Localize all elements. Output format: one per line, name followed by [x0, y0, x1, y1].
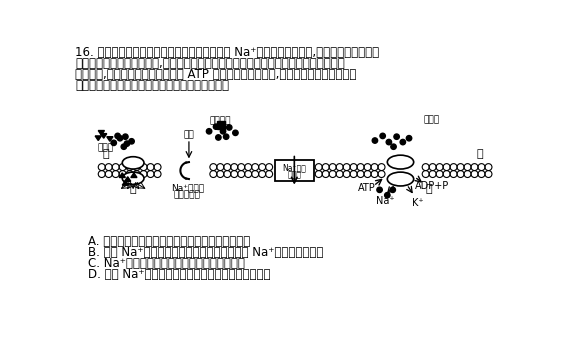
Text: 乙: 乙 [426, 184, 432, 194]
Ellipse shape [122, 157, 144, 169]
Text: 离子泵: 离子泵 [423, 115, 440, 124]
Circle shape [117, 135, 123, 141]
Circle shape [391, 144, 396, 149]
Text: ADP+P: ADP+P [415, 181, 450, 191]
Text: Na⁺驱动的: Na⁺驱动的 [171, 183, 204, 192]
Ellipse shape [387, 172, 414, 186]
Polygon shape [119, 173, 125, 178]
Polygon shape [122, 181, 129, 185]
Circle shape [121, 144, 126, 149]
Circle shape [386, 140, 391, 145]
Text: 度梯度: 度梯度 [287, 170, 301, 179]
Circle shape [394, 134, 399, 140]
Text: 信号分子: 信号分子 [210, 117, 232, 126]
Text: D. 图中 Na⁺由乙侧转运到甲侧的动力均由线粒体提供: D. 图中 Na⁺由乙侧转运到甲侧的动力均由线粒体提供 [88, 268, 271, 281]
Circle shape [390, 187, 395, 192]
Circle shape [124, 141, 130, 146]
Text: ATP: ATP [358, 183, 376, 192]
Text: A. 图示葡萄糖的跨膜运输方式属于继发性主动转运: A. 图示葡萄糖的跨膜运输方式属于继发性主动转运 [88, 235, 250, 248]
Text: 16. 小肠绳毛上皮细胞上广泛存在钓钖离子泵和 Na⁺驱动的葡萄糖载体,两者的工作模式如图: 16. 小肠绳毛上皮细胞上广泛存在钓钖离子泵和 Na⁺驱动的葡萄糖载体,两者的工… [75, 46, 379, 59]
Text: 源于某种离子的跨膜浓度梯度。下列叙述错误的是: 源于某种离子的跨膜浓度梯度。下列叙述错误的是 [75, 79, 229, 92]
Circle shape [233, 130, 238, 135]
Circle shape [216, 135, 221, 140]
Text: 所示。根据能量来源的不同,可将动物细胞膜上的主动运输分为原发性主动转运和继发性: 所示。根据能量来源的不同,可将动物细胞膜上的主动运输分为原发性主动转运和继发性 [75, 57, 345, 70]
Circle shape [400, 140, 406, 145]
Text: C. Na⁺在神经细胞中可依赖通道蛋白进行运输: C. Na⁺在神经细胞中可依赖通道蛋白进行运输 [88, 257, 245, 270]
Text: 主动转运,原发性主动转运直接利用 ATP 为载体蛋白提供能量,继发性主动转运的能量来: 主动转运,原发性主动转运直接利用 ATP 为载体蛋白提供能量,继发性主动转运的能… [75, 68, 356, 81]
Polygon shape [107, 137, 113, 141]
Circle shape [377, 187, 382, 192]
Circle shape [380, 133, 385, 139]
Text: 甲: 甲 [476, 149, 483, 159]
Circle shape [406, 135, 412, 141]
Circle shape [123, 134, 128, 140]
Circle shape [115, 133, 120, 139]
Circle shape [213, 124, 218, 129]
Text: K⁺: K⁺ [412, 198, 423, 208]
Text: 甲: 甲 [102, 149, 109, 159]
Polygon shape [98, 130, 105, 135]
Polygon shape [125, 177, 131, 181]
Circle shape [111, 140, 117, 146]
Text: 葡萄糖: 葡萄糖 [98, 144, 114, 153]
Circle shape [207, 129, 212, 134]
Circle shape [385, 192, 390, 198]
Circle shape [226, 125, 232, 130]
Ellipse shape [387, 155, 414, 169]
Text: Na⁺的浓: Na⁺的浓 [282, 164, 306, 173]
Polygon shape [101, 133, 107, 138]
Polygon shape [131, 173, 137, 178]
Circle shape [224, 134, 229, 140]
Text: 乙: 乙 [130, 184, 137, 194]
Polygon shape [95, 136, 101, 141]
Circle shape [220, 129, 226, 134]
Text: 葡萄糖载体: 葡萄糖载体 [174, 190, 201, 199]
Text: 受体: 受体 [184, 130, 194, 139]
Circle shape [372, 138, 378, 143]
Text: Na⁺: Na⁺ [376, 196, 394, 206]
Circle shape [129, 139, 134, 144]
Ellipse shape [122, 172, 144, 184]
Bar [217, 121, 225, 129]
Text: B. 图中 Na⁺由甲侧转运到乙侧的动力由膜两侧 Na⁺的浓度梯度提供: B. 图中 Na⁺由甲侧转运到乙侧的动力由膜两侧 Na⁺的浓度梯度提供 [88, 246, 324, 259]
Bar [275, 160, 314, 181]
